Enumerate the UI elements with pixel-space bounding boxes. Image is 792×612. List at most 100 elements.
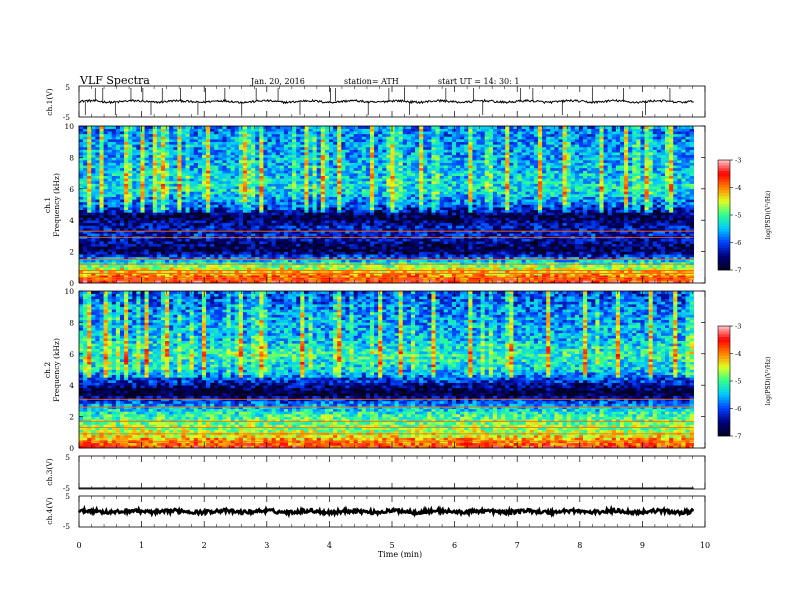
ch1-spectrogram-cell bbox=[272, 244, 276, 247]
ch1-spectrogram-cell bbox=[366, 207, 370, 210]
ch1-spectrogram-cell bbox=[333, 152, 337, 155]
ch1-spectrogram-cell bbox=[251, 265, 255, 268]
ch1-spectrogram-cell bbox=[173, 165, 177, 168]
ch1-spectrogram-cell bbox=[231, 244, 235, 247]
ch1-spectrogram-cell bbox=[337, 155, 341, 158]
ch1-spectrogram-cell bbox=[313, 186, 317, 189]
ch1-spectrogram-cell bbox=[317, 136, 321, 139]
ch1-spectrogram-cell bbox=[370, 207, 374, 210]
ch1-spectrogram-cell bbox=[112, 126, 116, 129]
ch1-spectrogram-cell bbox=[194, 155, 198, 158]
ch1-spectrogram-cell bbox=[128, 199, 132, 202]
ch1-spectrogram-cell bbox=[161, 165, 165, 168]
ch1-spectrogram-cell bbox=[255, 199, 259, 202]
ch1-spectrogram-cell bbox=[239, 139, 243, 142]
ch1-spectrogram-cell bbox=[79, 215, 83, 218]
ch1-spectrogram-cell bbox=[149, 126, 153, 129]
ch1-spectrogram-cell bbox=[227, 129, 231, 132]
ch1-spectrogram-cell bbox=[304, 170, 308, 173]
ch1-spectrogram-cell bbox=[214, 207, 218, 210]
ch1-spectrogram-cell bbox=[206, 218, 210, 221]
ch1-spectrogram-cell bbox=[341, 194, 345, 197]
ch1-spectrogram-cell bbox=[91, 205, 95, 208]
ch1-spectrogram-cell bbox=[268, 265, 272, 268]
ch1-spectrogram-cell bbox=[399, 147, 403, 150]
ch1-spectrogram-cell bbox=[386, 150, 390, 153]
ch1-spectrogram-cell bbox=[157, 254, 161, 257]
ch1-spectrogram-cell bbox=[104, 254, 108, 257]
ch1-spectrogram-cell bbox=[309, 233, 313, 236]
ch1-spectrogram-cell bbox=[349, 239, 353, 242]
ch1-spectrogram-cell bbox=[284, 254, 288, 257]
ch1-spectrogram-cell bbox=[337, 173, 341, 176]
ch1-spectrogram-cell bbox=[259, 168, 263, 171]
ch1-spectrogram-cell bbox=[108, 155, 112, 158]
ch1-spectrogram-cell bbox=[202, 191, 206, 194]
ch1-spectrogram-cell bbox=[231, 173, 235, 176]
ch1-spectrogram-cell bbox=[292, 147, 296, 150]
ch1-spectrogram-cell bbox=[341, 178, 345, 181]
ch1-spectrogram-cell bbox=[190, 197, 194, 200]
ch1-spectrogram-cell bbox=[337, 244, 341, 247]
ch1-spectrogram-cell bbox=[173, 147, 177, 150]
ch1-spectrogram-cell bbox=[104, 259, 108, 262]
ch1-spectrogram-cell bbox=[251, 152, 255, 155]
ch1-spectrogram-cell bbox=[333, 163, 337, 166]
ch1-spectrogram-cell bbox=[407, 131, 411, 134]
ch1-spectrogram-cell bbox=[214, 178, 218, 181]
ch1-spectrogram-cell bbox=[259, 184, 263, 187]
ch1-spectrogram-cell bbox=[411, 254, 415, 257]
ch1-spectrogram-cell bbox=[140, 147, 144, 150]
ch1-spectrogram-cell bbox=[190, 144, 194, 147]
ch1-spectrogram-cell bbox=[186, 144, 190, 147]
ch1-spectrogram-cell bbox=[374, 178, 378, 181]
ch1-spectrogram-cell bbox=[354, 239, 358, 242]
ch1-spectrogram-cell bbox=[108, 168, 112, 171]
ch1-spectrogram-cell bbox=[87, 165, 91, 168]
ch1-spectrogram-cell bbox=[263, 129, 267, 132]
ch1-spectrogram-cell bbox=[202, 176, 206, 179]
ch1-spectrogram-cell bbox=[366, 241, 370, 244]
ch1-spectrogram-cell bbox=[222, 202, 226, 205]
ch1-spectrogram-cell bbox=[317, 197, 321, 200]
ch1-spectrogram-cell bbox=[382, 259, 386, 262]
ch1-spectrogram-cell bbox=[358, 228, 362, 231]
ch1-spectrogram-cell bbox=[186, 202, 190, 205]
ch1-spectrogram-cell bbox=[157, 215, 161, 218]
ch1-spectrogram-cell bbox=[136, 173, 140, 176]
ch1-spectrogram-cell bbox=[198, 189, 202, 192]
ch1-spectrogram-cell bbox=[95, 176, 99, 179]
ch1-spectrogram-cell bbox=[382, 265, 386, 268]
ch1-spectrogram-cell bbox=[263, 170, 267, 173]
ch1-spectrogram-cell bbox=[157, 218, 161, 221]
ch1-spectrogram-cell bbox=[169, 176, 173, 179]
ch1-spectrogram-cell bbox=[386, 212, 390, 215]
ch1-spectrogram-cell bbox=[288, 139, 292, 142]
ch1-spectrogram-cell bbox=[186, 170, 190, 173]
ch1-spectrogram-cell bbox=[325, 126, 329, 129]
ch1-spectrogram-cell bbox=[177, 223, 181, 226]
ch1-spectrogram-cell bbox=[362, 131, 366, 134]
ch1-spectrogram-cell bbox=[140, 170, 144, 173]
ch1-spectrogram-cell bbox=[247, 147, 251, 150]
ch1-spectrogram-cell bbox=[108, 189, 112, 192]
ch1-spectrogram-cell bbox=[194, 142, 198, 145]
ch1-spectrogram-cell bbox=[333, 205, 337, 208]
ch1-spectrogram-cell bbox=[186, 220, 190, 223]
ch1-spectrogram-cell bbox=[83, 134, 87, 137]
ch1-spectrogram-cell bbox=[161, 184, 165, 187]
ch1-spectrogram-cell bbox=[149, 244, 153, 247]
ch1-spectrogram-cell bbox=[95, 220, 99, 223]
ch1-spectrogram-cell bbox=[120, 150, 124, 153]
ch1-spectrogram-cell bbox=[304, 136, 308, 139]
ch1-spectrogram-cell bbox=[382, 134, 386, 137]
ch1-spectrogram-cell bbox=[337, 163, 341, 166]
ch1-spectrogram-cell bbox=[99, 244, 103, 247]
ch1-spectrogram-cell bbox=[120, 157, 124, 160]
ch1-spectrogram-cell bbox=[186, 218, 190, 221]
ch1-spectrogram-cell bbox=[304, 259, 308, 262]
ch1-spectrogram-cell bbox=[124, 150, 128, 153]
ch1-spectrogram-cell bbox=[181, 142, 185, 145]
ch1-spectrogram-cell bbox=[321, 165, 325, 168]
ch1-spectrogram-cell bbox=[181, 225, 185, 228]
